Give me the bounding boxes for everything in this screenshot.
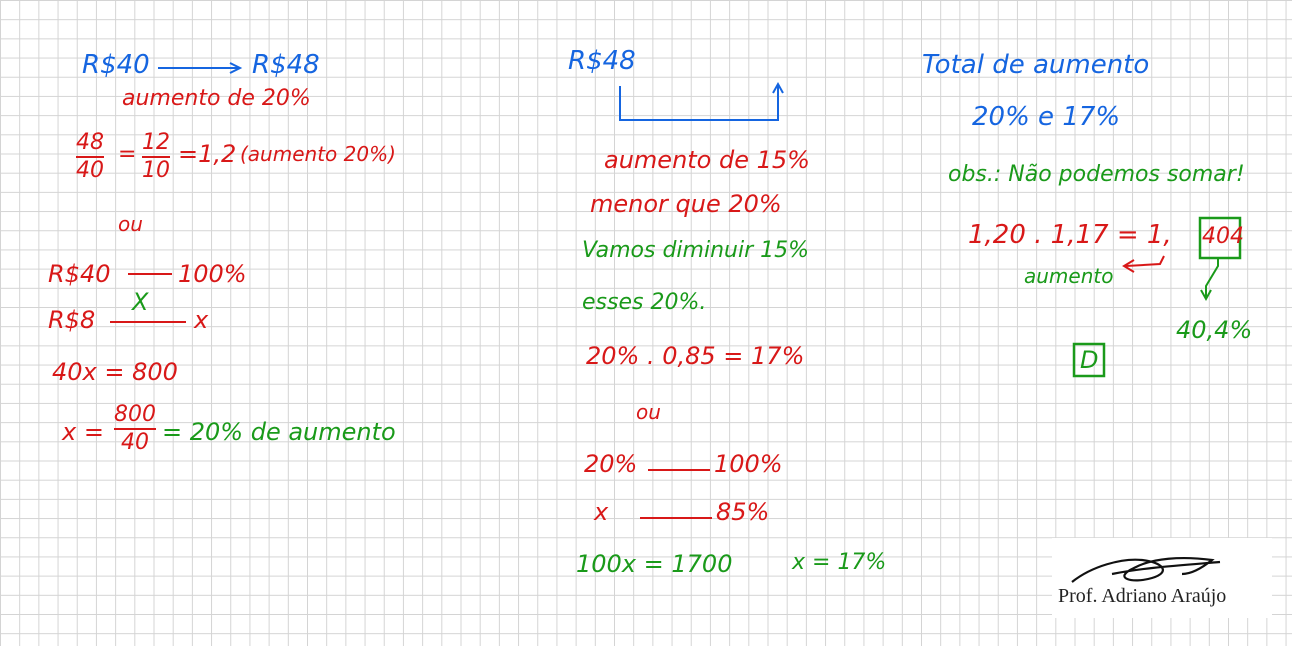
or-word: ou bbox=[118, 212, 143, 236]
middle-calc: 20% . 0,85 = 17% bbox=[586, 342, 805, 370]
fraction-denominator: 40 bbox=[121, 430, 149, 455]
fraction-denominator: 10 bbox=[142, 158, 170, 183]
right-calc-main: 1,20 . 1,17 = 1, bbox=[968, 220, 1172, 250]
middle-rule-row2-left: x bbox=[594, 498, 609, 526]
middle-rule-row1-right: 100% bbox=[714, 450, 783, 478]
rule-row2-left: R$8 bbox=[48, 306, 96, 334]
fraction-48-40: 48 40 bbox=[76, 132, 104, 182]
increase-note: aumento de 20% bbox=[122, 86, 311, 111]
middle-increase-note: aumento de 15% bbox=[604, 146, 810, 174]
right-increase-label: aumento bbox=[1024, 264, 1114, 288]
fraction-numerator: 800 bbox=[114, 402, 156, 427]
fraction-numerator: 48 bbox=[76, 130, 104, 155]
bracket-icon bbox=[619, 81, 784, 121]
right-percent-result: 40,4% bbox=[1176, 316, 1253, 344]
middle-rule-row1-left: 20% bbox=[584, 450, 638, 478]
arrow-left-icon bbox=[1122, 255, 1165, 273]
right-observation: obs.: Não podemos somar! bbox=[948, 162, 1245, 187]
equation-40x: 40x = 800 bbox=[52, 358, 178, 386]
price-to: R$48 bbox=[252, 50, 320, 80]
left-result: = 20% de aumento bbox=[162, 418, 396, 446]
x-equals: x = bbox=[62, 418, 104, 446]
middle-reduce-note: Vamos diminuir 15% bbox=[582, 238, 810, 263]
middle-result: x = 17% bbox=[792, 550, 887, 575]
rule-row2-right: x bbox=[194, 306, 209, 334]
ratio-result: =1,2 bbox=[178, 140, 237, 168]
arrow-right-icon bbox=[158, 62, 243, 74]
rule-row1-right: 100% bbox=[178, 260, 247, 288]
middle-price: R$48 bbox=[568, 46, 636, 76]
middle-or-word: ou bbox=[636, 400, 661, 424]
middle-of-note: esses 20%. bbox=[582, 290, 707, 315]
middle-less-note: menor que 20% bbox=[590, 190, 782, 218]
equals-sign: = bbox=[118, 142, 137, 167]
signature-name: Prof. Adriano Araújo bbox=[1058, 585, 1227, 607]
rule-row1-left: R$40 bbox=[48, 260, 111, 288]
middle-equation: 100x = 1700 bbox=[576, 550, 733, 578]
right-title-line2: 20% e 17% bbox=[972, 102, 1121, 132]
fraction-800-40: 800 40 bbox=[114, 404, 156, 454]
signature-scribble bbox=[1071, 556, 1221, 583]
fraction-numerator: 12 bbox=[142, 130, 170, 155]
arrow-down-icon bbox=[1200, 258, 1219, 302]
answer-box bbox=[1072, 342, 1106, 378]
price-from: R$40 bbox=[82, 50, 150, 80]
middle-rule-row2-right: 85% bbox=[716, 498, 770, 526]
highlight-box bbox=[1198, 216, 1242, 260]
signature-block: Prof. Adriano Araújo bbox=[1052, 538, 1272, 618]
fraction-12-10: 12 10 bbox=[142, 132, 170, 182]
right-title-line1: Total de aumento bbox=[922, 50, 1150, 80]
answer-letter: D bbox=[1080, 346, 1099, 374]
ratio-note: (aumento 20%) bbox=[240, 142, 396, 166]
cross-mark: X bbox=[132, 288, 149, 316]
right-calc-boxed: 404 bbox=[1202, 224, 1244, 249]
fraction-denominator: 40 bbox=[76, 158, 104, 183]
